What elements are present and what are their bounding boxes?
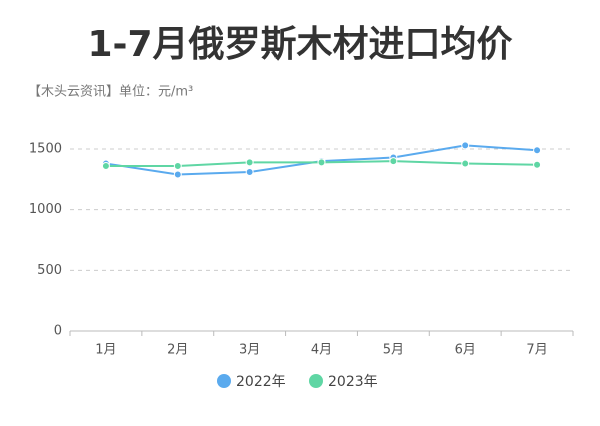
data-point [533, 160, 542, 169]
data-point [245, 168, 254, 177]
data-point [173, 170, 182, 179]
x-tick-label: 7月 [526, 343, 547, 358]
y-tick-label: 0 [54, 324, 62, 339]
legend-label: 2022年 [236, 374, 286, 390]
data-point [389, 157, 398, 166]
data-point [533, 146, 542, 155]
y-tick-label: 500 [37, 263, 62, 278]
data-point [173, 161, 182, 170]
data-point [317, 158, 326, 167]
legend-marker [309, 374, 323, 388]
x-tick-label: 1月 [95, 343, 116, 358]
y-tick-label: 1000 [29, 202, 62, 217]
chart-title: 1-7月俄罗斯木材进口均价 [87, 24, 512, 65]
chart-subtitle: 【木头云资讯】单位：元/m³ [28, 85, 193, 100]
x-tick-label: 4月 [311, 343, 332, 358]
data-point [461, 141, 470, 150]
legend-label: 2023年 [328, 374, 378, 390]
x-tick-label: 3月 [239, 343, 260, 358]
x-tick-label: 5月 [383, 343, 404, 358]
x-tick-label: 6月 [455, 343, 476, 358]
data-point [245, 158, 254, 167]
y-tick-label: 1500 [29, 142, 62, 157]
data-point [101, 161, 110, 170]
legend-marker [217, 374, 231, 388]
x-tick-label: 2月 [167, 343, 188, 358]
data-point [461, 159, 470, 168]
